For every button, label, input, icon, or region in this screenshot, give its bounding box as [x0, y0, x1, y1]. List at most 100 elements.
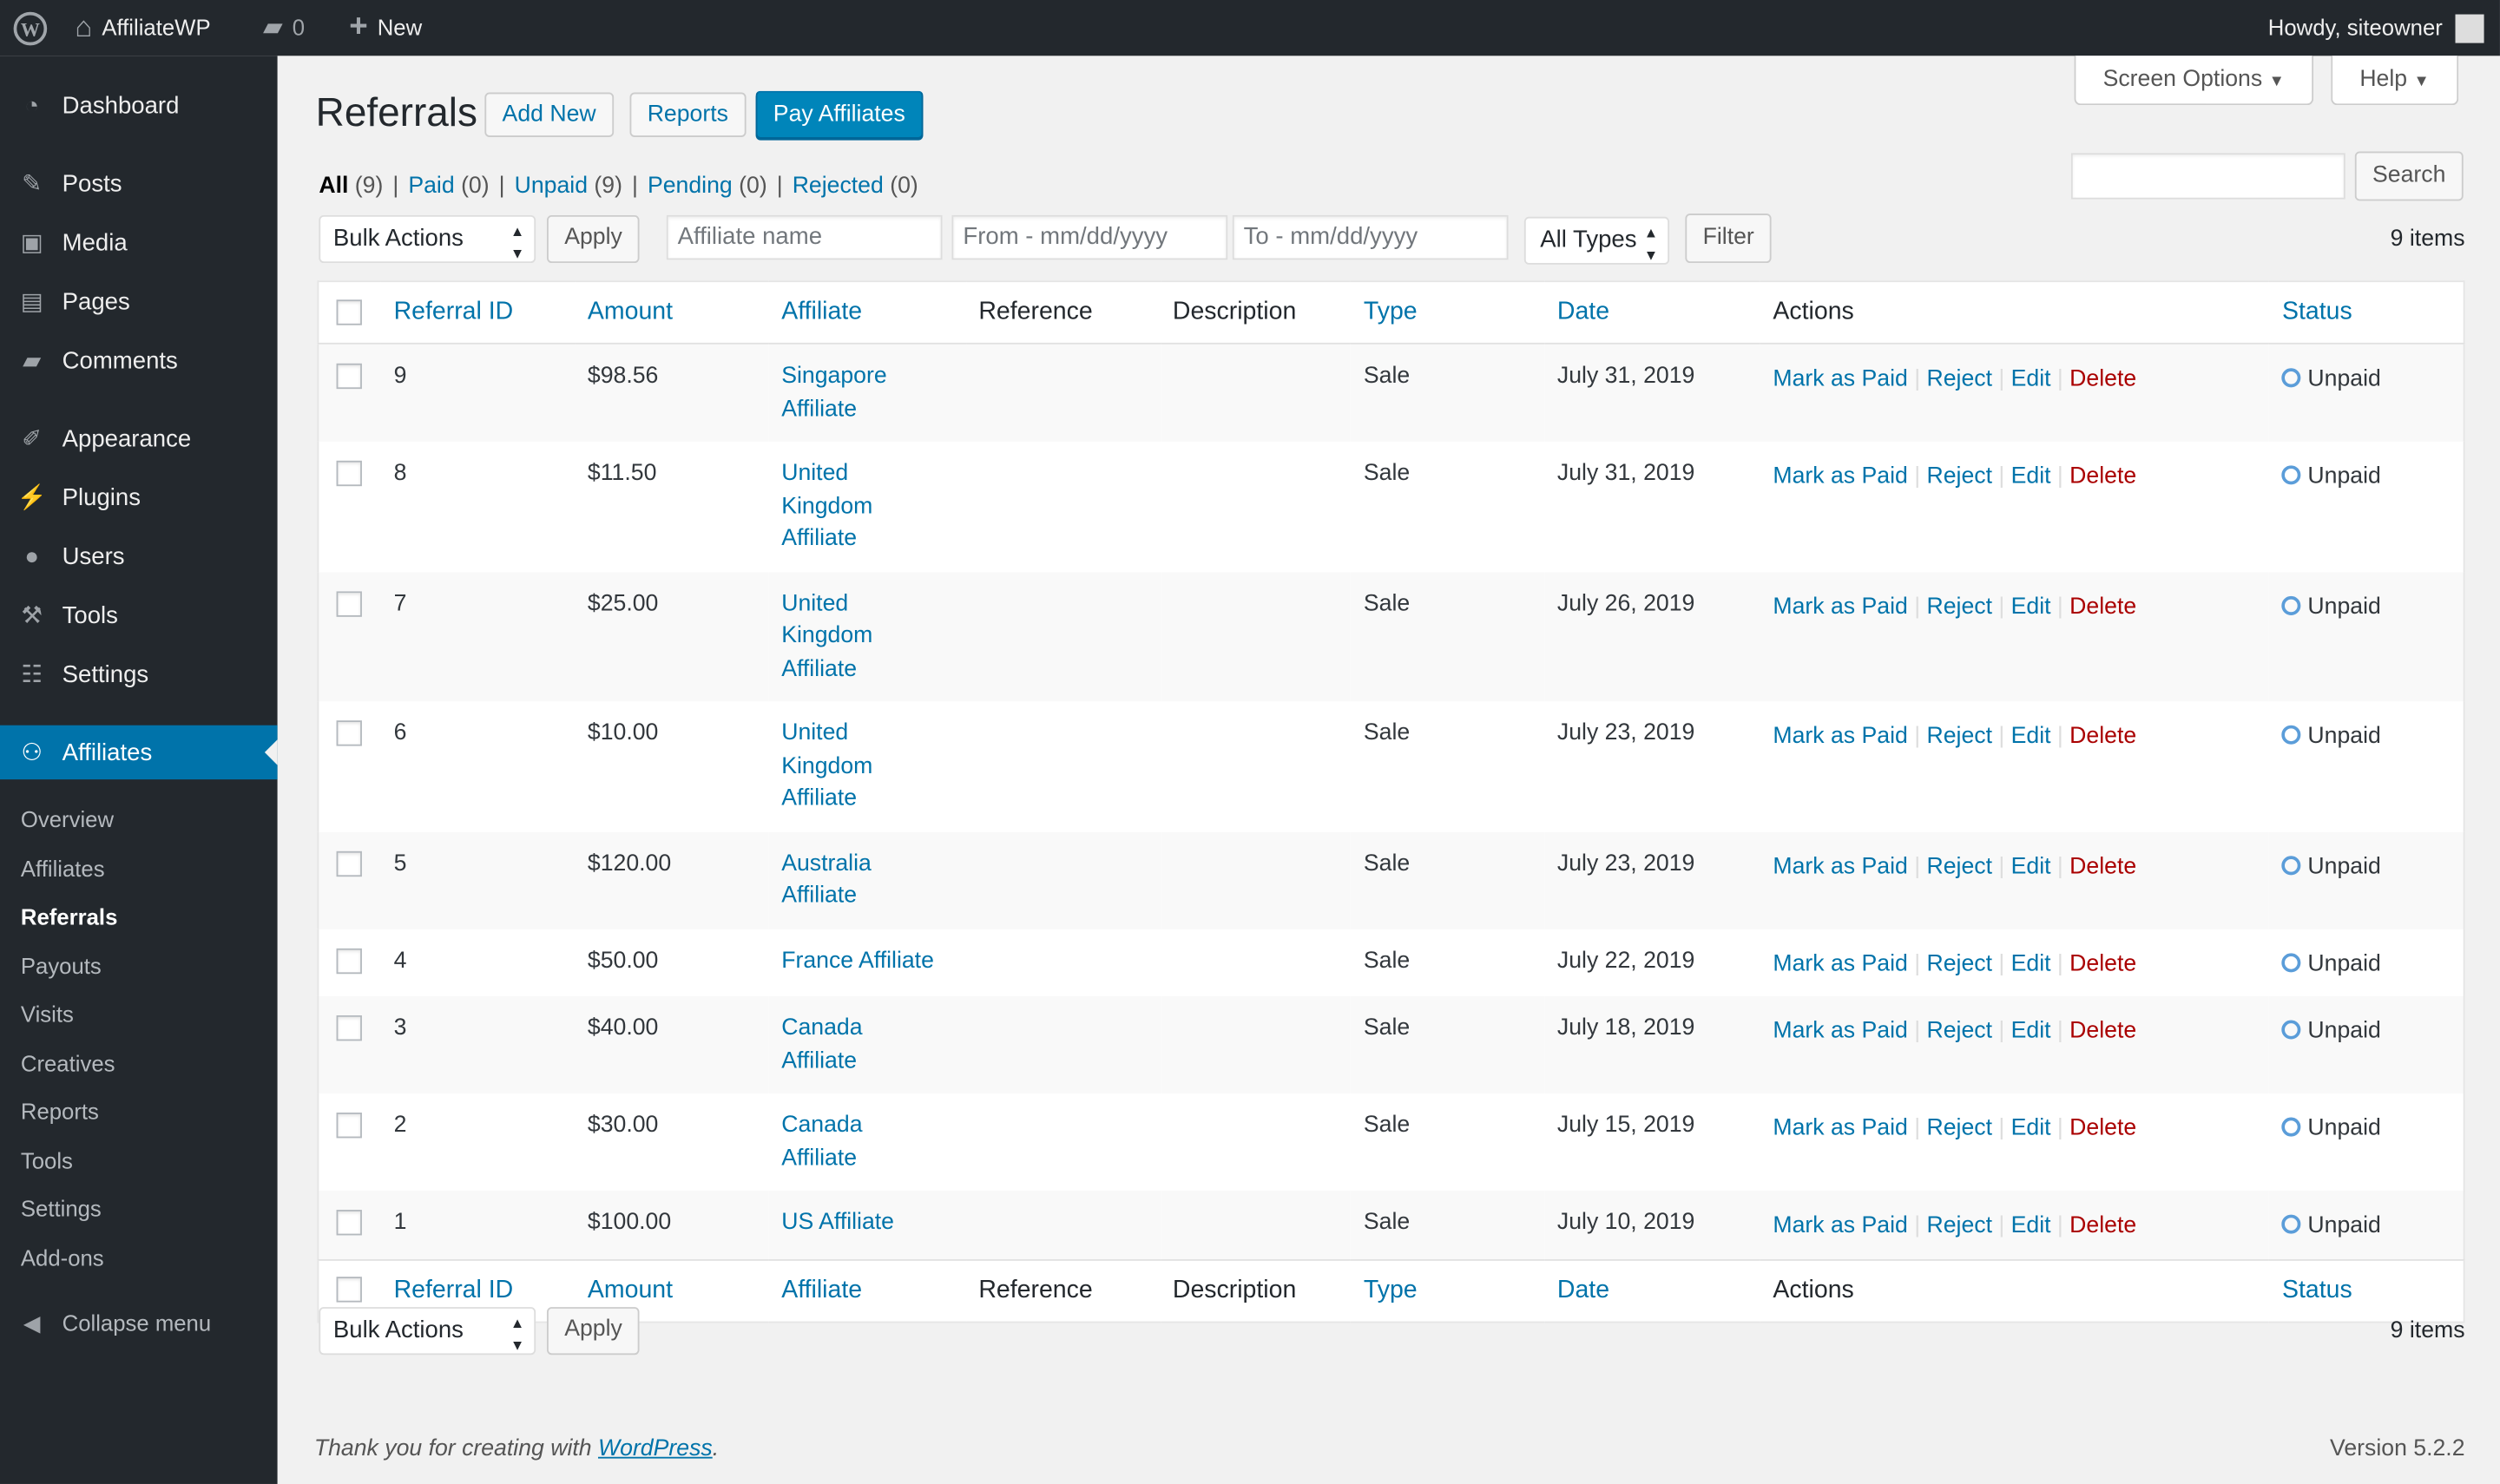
sidebar-item-comments[interactable]: ▰ Comments — [0, 333, 278, 387]
delete-link[interactable]: Delete — [2069, 950, 2137, 976]
affiliate-link[interactable]: Canada Affiliate — [781, 1015, 863, 1074]
reject-link[interactable]: Reject — [1926, 1212, 1992, 1239]
column-header-affiliate[interactable]: Affiliate — [768, 281, 966, 345]
affiliate-link[interactable]: Singapore Affiliate — [781, 363, 887, 422]
submenu-affiliates[interactable]: Affiliates — [20, 855, 105, 881]
submenu-add-ons[interactable]: Add-ons — [20, 1244, 104, 1270]
types-select[interactable]: All Types ▲ ▼ — [1523, 216, 1670, 265]
mark-as-paid-link[interactable]: Mark as Paid — [1773, 594, 1908, 620]
column-header-date[interactable]: Date — [1544, 281, 1760, 345]
wordpress-link[interactable]: WordPress — [597, 1435, 713, 1462]
reject-link[interactable]: Reject — [1926, 366, 1992, 392]
reject-link[interactable]: Reject — [1926, 1115, 1992, 1142]
affiliate-link[interactable]: US Affiliate — [781, 1210, 895, 1236]
sidebar-item-affiliates[interactable]: ⚇ Affiliates — [0, 725, 278, 780]
mark-as-paid-link[interactable]: Mark as Paid — [1773, 723, 1908, 750]
sidebar-item-dashboard[interactable]: ◔ Dashboard — [0, 78, 278, 132]
submenu-reports[interactable]: Reports — [20, 1098, 99, 1124]
mark-as-paid-link[interactable]: Mark as Paid — [1773, 1212, 1908, 1239]
filter-button[interactable]: Filter — [1685, 213, 1773, 264]
from-date-input[interactable]: From - mm/dd/yyyy — [951, 214, 1228, 260]
row-checkbox[interactable] — [336, 720, 362, 746]
row-checkbox[interactable] — [336, 364, 362, 390]
bulk-actions-select[interactable]: Bulk Actions ▲ ▼ — [319, 214, 536, 264]
mark-as-paid-link[interactable]: Mark as Paid — [1773, 1115, 1908, 1142]
submenu-tools[interactable]: Tools — [20, 1146, 73, 1172]
submenu-settings[interactable]: Settings — [20, 1195, 102, 1221]
sidebar-item-settings[interactable]: ☷ Settings — [0, 647, 278, 701]
new-link[interactable]: + New — [349, 0, 422, 56]
account-menu[interactable]: Howdy, siteowner — [2268, 0, 2484, 56]
affiliate-link[interactable]: United Kingdom Affiliate — [781, 460, 873, 552]
delete-link[interactable]: Delete — [2069, 1212, 2137, 1239]
affiliate-link[interactable]: United Kingdom Affiliate — [781, 590, 873, 682]
bulk-actions-select-bottom[interactable]: Bulk Actions ▲ ▼ — [319, 1307, 536, 1356]
delete-link[interactable]: Delete — [2069, 366, 2137, 392]
add-new-button[interactable]: Add New — [484, 92, 614, 137]
submenu-payouts[interactable]: Payouts — [20, 952, 102, 978]
row-checkbox[interactable] — [336, 1210, 362, 1236]
collapse-menu-button[interactable]: ◀ Collapse menu — [0, 1296, 278, 1349]
wordpress-logo-icon[interactable]: W — [13, 0, 48, 56]
affiliate-link[interactable]: France Affiliate — [781, 947, 934, 974]
column-header-type[interactable]: Type — [1351, 281, 1545, 345]
row-checkbox[interactable] — [336, 1015, 362, 1041]
column-header-date[interactable]: Date — [1544, 1258, 1760, 1322]
sidebar-item-media[interactable]: ▣ Media — [0, 215, 278, 269]
comments-link[interactable]: ▰ 0 — [263, 0, 305, 56]
edit-link[interactable]: Edit — [2010, 366, 2051, 392]
column-header-affiliate[interactable]: Affiliate — [768, 1258, 966, 1322]
submenu-overview[interactable]: Overview — [20, 806, 115, 832]
reject-link[interactable]: Reject — [1926, 950, 1992, 976]
site-link[interactable]: ⌂ AffiliateWP — [75, 0, 210, 56]
edit-link[interactable]: Edit — [2010, 1115, 2051, 1142]
sidebar-item-pages[interactable]: ▤ Pages — [0, 274, 278, 328]
delete-link[interactable]: Delete — [2069, 1018, 2137, 1045]
mark-as-paid-link[interactable]: Mark as Paid — [1773, 950, 1908, 976]
sidebar-item-appearance[interactable]: ✐ Appearance — [0, 411, 278, 465]
apply-button-bottom[interactable]: Apply — [546, 1307, 641, 1356]
screen-options-button[interactable]: Screen Options ▼ — [2074, 56, 2313, 106]
edit-link[interactable]: Edit — [2010, 463, 2051, 489]
filter-pending[interactable]: Pending (0) — [647, 174, 767, 200]
delete-link[interactable]: Delete — [2069, 1115, 2137, 1142]
sidebar-item-users[interactable]: ● Users — [0, 529, 278, 583]
edit-link[interactable]: Edit — [2010, 594, 2051, 620]
reject-link[interactable]: Reject — [1926, 723, 1992, 750]
delete-link[interactable]: Delete — [2069, 853, 2137, 879]
column-header-type[interactable]: Type — [1351, 1258, 1545, 1322]
mark-as-paid-link[interactable]: Mark as Paid — [1773, 853, 1908, 879]
filter-all[interactable]: All (9) — [319, 174, 384, 200]
to-date-input[interactable]: To - mm/dd/yyyy — [1232, 214, 1509, 260]
select-all-checkbox[interactable] — [318, 281, 381, 345]
sidebar-item-posts[interactable]: ✎ Posts — [0, 156, 278, 210]
delete-link[interactable]: Delete — [2069, 723, 2137, 750]
reject-link[interactable]: Reject — [1926, 463, 1992, 489]
affiliate-link[interactable]: Australia Affiliate — [781, 850, 872, 909]
edit-link[interactable]: Edit — [2010, 723, 2051, 750]
delete-link[interactable]: Delete — [2069, 594, 2137, 620]
mark-as-paid-link[interactable]: Mark as Paid — [1773, 1018, 1908, 1045]
sidebar-item-tools[interactable]: ⚒ Tools — [0, 588, 278, 642]
submenu-visits[interactable]: Visits — [20, 1001, 74, 1027]
sidebar-item-plugins[interactable]: ⚡ Plugins — [16, 483, 141, 512]
row-checkbox[interactable] — [336, 948, 362, 974]
row-checkbox[interactable] — [336, 461, 362, 487]
delete-link[interactable]: Delete — [2069, 463, 2137, 489]
edit-link[interactable]: Edit — [2010, 1212, 2051, 1239]
reject-link[interactable]: Reject — [1926, 594, 1992, 620]
edit-link[interactable]: Edit — [2010, 1018, 2051, 1045]
reject-link[interactable]: Reject — [1926, 853, 1992, 879]
pay-affiliates-button[interactable]: Pay Affiliates — [755, 90, 924, 139]
edit-link[interactable]: Edit — [2010, 853, 2051, 879]
submenu-referrals[interactable]: Referrals — [20, 903, 118, 929]
filter-paid[interactable]: Paid (0) — [408, 174, 490, 200]
search-button[interactable]: Search — [2354, 151, 2464, 201]
row-checkbox[interactable] — [336, 850, 362, 877]
affiliate-link[interactable]: United Kingdom Affiliate — [781, 720, 873, 811]
affiliate-link[interactable]: Canada Affiliate — [781, 1113, 863, 1172]
column-header-status[interactable]: Status — [2269, 281, 2464, 345]
submenu-creatives[interactable]: Creatives — [20, 1049, 115, 1075]
column-header-referral-id[interactable]: Referral ID — [380, 281, 576, 345]
mark-as-paid-link[interactable]: Mark as Paid — [1773, 366, 1908, 392]
